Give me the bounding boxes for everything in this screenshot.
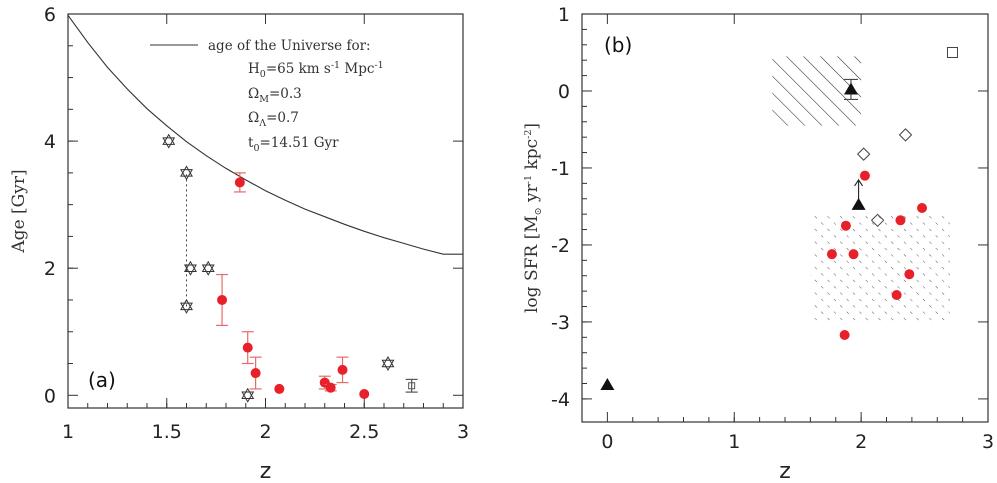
y-tick-label-b: 0 [558,81,570,103]
universe-age-curve [67,14,463,255]
x-tick-label-a: 2.5 [349,421,379,443]
red-point [325,382,336,393]
red-point [917,202,928,213]
panel-label-b: (b) [604,33,632,57]
legend-t0-part: 0 [253,143,259,154]
legend-h0-part: 0 [260,69,266,80]
red-point [274,383,285,394]
red-point [250,368,261,379]
star-point [381,356,395,372]
red-point [234,177,245,188]
gray-square [408,382,416,390]
y-axis-label-b-part: kpc [522,139,542,175]
triangle-point [843,82,858,95]
x-tick-label-b: 1 [728,431,740,453]
y-tick-label-b: 1 [558,4,570,26]
star-point [183,260,197,276]
y-tick-label-a: 0 [44,385,56,407]
x-tick-label-a: 1.5 [152,421,182,443]
diamond-point [898,128,913,142]
dotted-region [810,214,950,322]
y-axis-label-b-part: log SFR [M [522,215,542,313]
diamond-point [856,147,871,161]
red-point [859,170,870,181]
square-point [946,46,958,58]
red-point [242,342,253,353]
y-axis-label-b-part: -2 [523,130,534,139]
x-tick-label-a: 2 [259,421,271,443]
legend-h0-part: -1 [374,60,383,71]
legend-h0: H0=65 km s-1 Mpc-1 [248,60,384,80]
red-point [848,249,859,260]
legend-h0-part: =65 km s [266,61,331,77]
red-point [839,330,850,341]
panel-a: 1 1.5 2 2.5 3 0 2 4 6 z Age [Gyr] age of the Univer… [9,4,469,483]
legend-t0-part: =14.51 Gyr [259,135,339,151]
red-point [840,220,851,231]
y-axis-label-b-part: yr [522,183,542,207]
y-axis-label-b-part: ] [522,123,542,130]
y-tick-label-b: -1 [551,158,570,180]
legend-omega-m-part: M [259,94,269,105]
y-axis-label-b: log SFR [M⊙ yr-1 kpc-2] [522,123,544,313]
star-point [201,260,215,276]
star-point [241,387,255,403]
red-point [826,249,837,260]
y-tick-label-a: 4 [44,131,56,153]
legend-omega-l: ΩΛ=0.7 [248,110,299,129]
y-tick-label-b: -3 [551,312,570,334]
legend-t0-part: t [248,135,254,151]
y-axis-label-b-part: -1 [523,175,534,184]
legend-omega-l-part: =0.7 [266,110,299,126]
legend-label: age of the Universe for: [208,38,371,54]
star-point [162,133,176,149]
x-axis-label-b: z [779,459,791,483]
y-axis-label-a: Age [Gyr] [9,169,29,253]
diamond-point [870,213,885,228]
legend-omega-m-part: =0.3 [269,86,302,102]
legend-omega-m-part: Ω [248,86,259,102]
legend-t0: t0=14.51 Gyr [248,135,339,154]
star-point [180,165,193,181]
y-tick-label-a: 6 [44,4,56,26]
red-point [895,215,906,226]
y-tick-label-a: 2 [44,258,56,280]
legend-h0-part: -1 [331,60,340,71]
legend-omega-l-part: Ω [248,110,259,126]
x-tick-label-a: 3 [457,421,469,443]
y-tick-label-b: -4 [551,389,570,411]
red-point [217,294,228,305]
x-tick-label-a: 1 [62,421,74,443]
triangle-point [600,378,615,391]
legend-h0-part: H [248,61,260,77]
star-point [180,298,193,314]
triangle-point [851,197,866,210]
x-axis-label-a: z [260,459,272,483]
panel-label-a: (a) [88,368,116,392]
red-point [337,364,348,375]
y-axis-label-b-part: ⊙ [533,207,544,215]
x-tick-label-b: 2 [855,431,867,453]
red-point [359,389,370,400]
y-tick-label-b: -2 [551,235,570,257]
red-point [891,289,902,300]
x-tick-label-b: 3 [982,431,994,453]
legend-omega-l-part: Λ [258,118,266,129]
limit-arrow-head [854,178,864,187]
legend-h0-part: Mpc [340,61,374,77]
red-point [904,269,915,280]
legend-omega-m: ΩM=0.3 [248,86,302,105]
x-tick-label-b: 0 [601,431,613,453]
